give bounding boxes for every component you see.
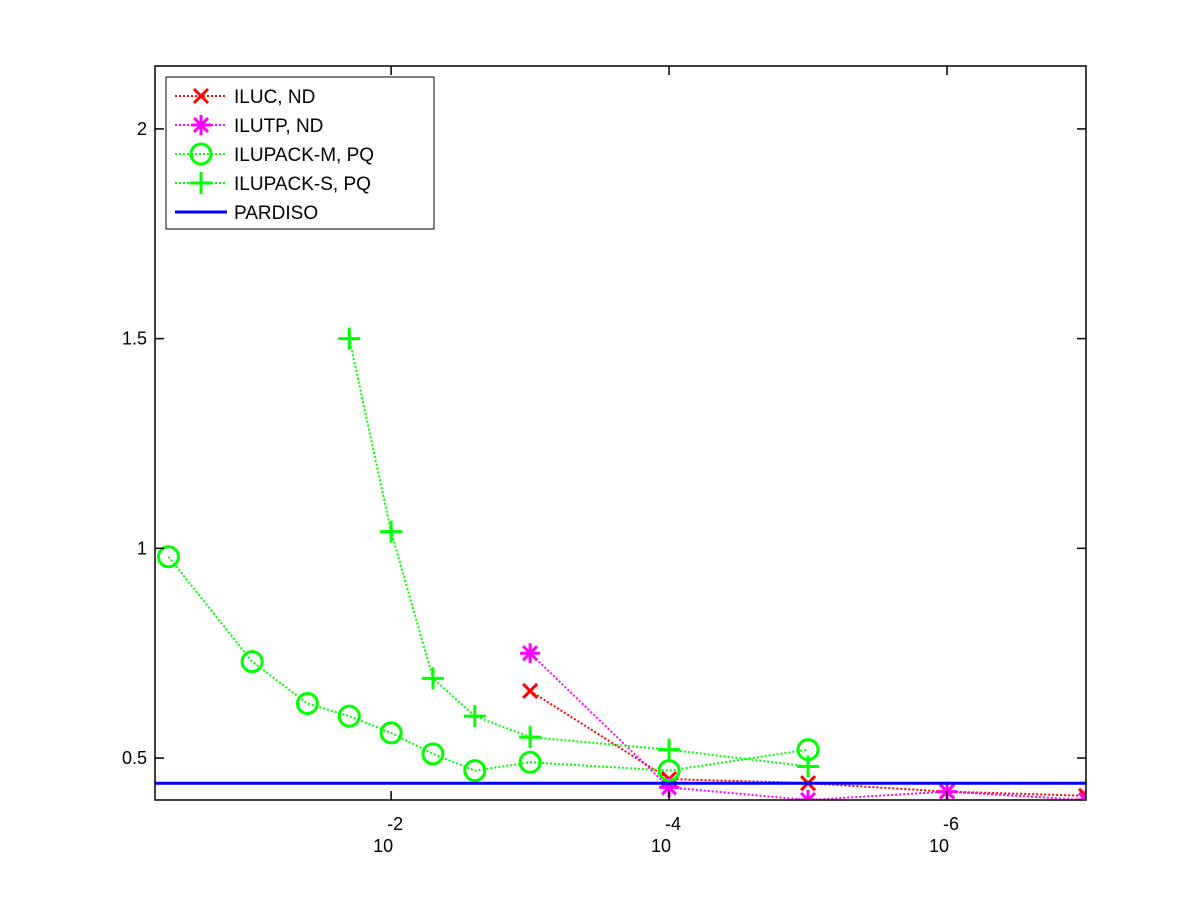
- y-tick-label: 1.5: [122, 329, 147, 349]
- legend-label: ILUTP, ND: [234, 116, 323, 137]
- data-point-ilutp-nd-0: [520, 643, 541, 664]
- data-point-ilupack-s-pq-0: [338, 327, 361, 350]
- series-ilupack-s-pq: [338, 327, 820, 778]
- data-point-ilutp-nd-2: [798, 790, 819, 800]
- data-point-ilupack-m-pq-0: [156, 545, 180, 569]
- legend-label: ILUC, ND: [234, 87, 315, 108]
- legend-marker-ilutp-nd: [191, 115, 211, 135]
- data-point-ilutp-nd-4: [1076, 790, 1086, 800]
- legend-item-ilutp-nd: ILUTP, ND: [175, 115, 323, 137]
- y-tick-label: 1: [137, 538, 147, 558]
- data-point-iluc-nd-0: [522, 682, 539, 700]
- legend-item-iluc-nd: ILUC, ND: [175, 87, 315, 108]
- x-tick-label-base: 10: [929, 836, 949, 856]
- legend-label: ILUPACK-S, PQ: [234, 174, 371, 195]
- data-point-ilupack-m-pq-6: [463, 759, 487, 783]
- series-line-ilupack-m-pq: [167, 556, 809, 772]
- data-point-ilupack-m-pq-4: [379, 721, 403, 745]
- data-point-ilupack-s-pq-3: [463, 705, 486, 728]
- data-point-ilupack-s-pq-1: [380, 520, 403, 543]
- data-point-ilupack-s-pq-4: [519, 726, 542, 749]
- y-tick-label: 2: [137, 119, 147, 139]
- data-point-ilupack-s-pq-6: [797, 755, 820, 778]
- legend-label: ILUPACK-M, PQ: [234, 145, 374, 166]
- data-point-ilupack-s-pq-2: [421, 667, 444, 690]
- x-tick-label-exponent: -4: [665, 814, 681, 834]
- x-tick-label-base: 10: [651, 836, 671, 856]
- legend-item-pardiso: PARDISO: [175, 203, 318, 224]
- data-point-ilupack-m-pq-5: [421, 742, 445, 766]
- legend-marker-ilupack-s-pq: [190, 172, 212, 194]
- data-point-ilupack-m-pq-1: [240, 650, 264, 674]
- data-point-ilupack-m-pq-3: [337, 704, 361, 728]
- legend-item-ilupack-m-pq: ILUPACK-M, PQ: [175, 142, 374, 166]
- legend-item-ilupack-s-pq: ILUPACK-S, PQ: [175, 172, 371, 195]
- series-line-ilutp-nd: [529, 652, 1086, 800]
- legend-label: PARDISO: [234, 203, 318, 224]
- plot-frame: [154, 65, 1087, 801]
- x-tick-label-exponent: -6: [943, 814, 959, 834]
- data-point-ilupack-m-pq-7: [518, 750, 542, 774]
- data-point-iluc-nd-4: [1077, 787, 1086, 800]
- data-point-ilupack-m-pq-2: [295, 692, 319, 716]
- x-tick-label-exponent: -2: [387, 814, 403, 834]
- series-line-iluc-nd: [529, 690, 1086, 797]
- x-tick-label-base: 10: [373, 836, 393, 856]
- y-tick-label: 0.5: [122, 748, 147, 768]
- data-point-ilupack-s-pq-5: [658, 738, 681, 761]
- legend-marker-ilupack-m-pq: [189, 142, 213, 166]
- legend: ILUC, ND ILUTP, ND ILUPACK-M, PQ ILUPACK-S,…: [165, 76, 435, 230]
- legend-marker-iluc-nd: [192, 87, 210, 105]
